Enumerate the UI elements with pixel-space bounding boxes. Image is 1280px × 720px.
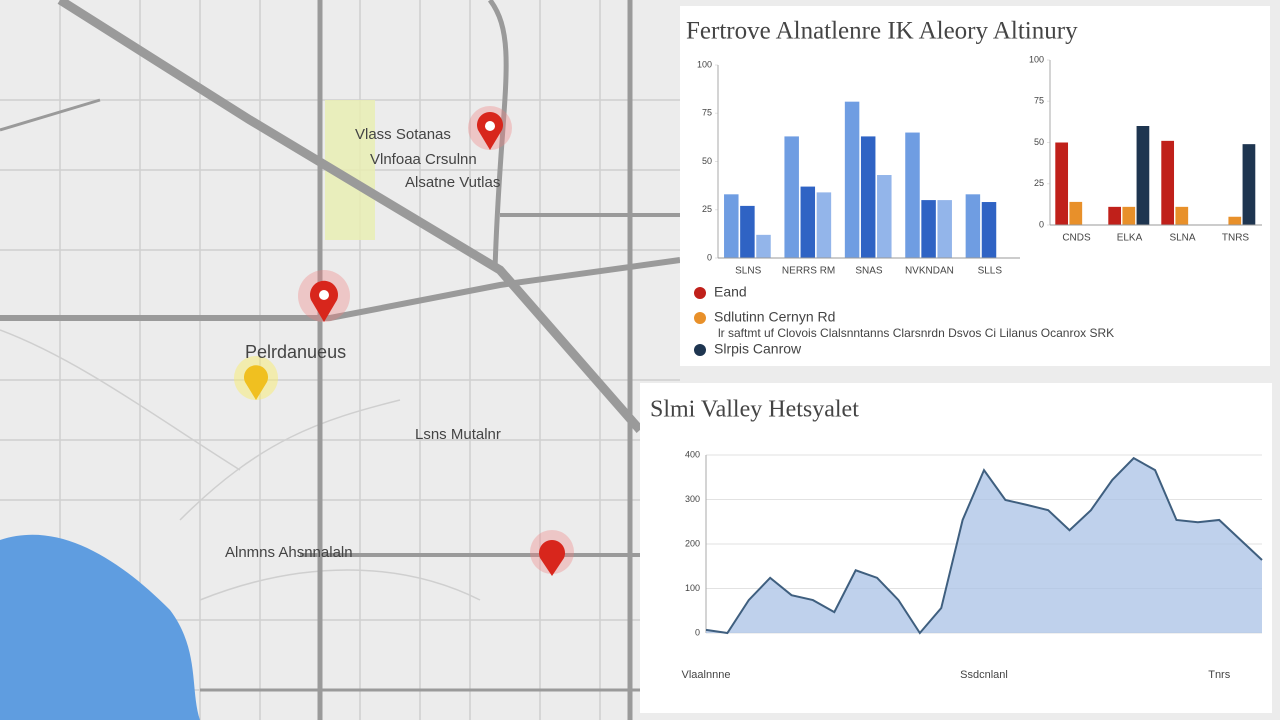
bar xyxy=(756,234,771,258)
map-label: Lsns Mutalnr xyxy=(415,426,501,443)
x-tick-label: SLNA xyxy=(1169,233,1195,244)
bar xyxy=(1108,206,1122,225)
map-labels: Vlass Sotanas Vlnfoaa Crsulnn Alsatne Vu… xyxy=(225,126,501,561)
x-tick-label: Vlaalnnne xyxy=(682,669,731,681)
legend-label: Slrpis Canrow xyxy=(714,341,802,357)
bar xyxy=(844,101,860,258)
bar xyxy=(965,194,981,258)
x-tick-label: ELKA xyxy=(1117,233,1143,244)
line xyxy=(705,456,1263,635)
y-tick-label: 0 xyxy=(1039,219,1044,229)
y-tick-label: 300 xyxy=(685,494,700,504)
y-tick-label: 100 xyxy=(697,59,712,69)
y-tick-label: 25 xyxy=(1034,178,1044,188)
panel-title: Fertrove Alnatlenre IK Aleory Altinury xyxy=(686,18,1078,45)
bar xyxy=(1175,206,1189,225)
map-label: Vlnfoaa Crsulnn xyxy=(370,151,477,168)
y-tick-label: 100 xyxy=(685,583,700,593)
y-tick-label: 100 xyxy=(1029,54,1044,64)
bar xyxy=(800,186,816,258)
map-label: Alnmns Ahsnnalaln xyxy=(225,544,353,561)
y-tick-label: 50 xyxy=(1034,137,1044,147)
x-tick-label: NERRS RM xyxy=(782,266,835,277)
bar xyxy=(1069,201,1083,225)
x-tick-label: NVKNDAN xyxy=(905,266,954,277)
panel-title: Slmi Valley Hetsyalet xyxy=(650,397,859,423)
pins xyxy=(234,106,574,576)
bar xyxy=(1122,206,1136,225)
charts: 0 25 50 75 100 SLNS NERRS RM SNAS NVKNDAN SLLS 0 25… xyxy=(682,54,1263,681)
bar xyxy=(937,200,952,258)
panel-note: lr saftmt uf Clovois Clalsnntanns Clarsn… xyxy=(718,326,1114,340)
bar xyxy=(1136,126,1150,225)
legend-label: Sdlutinn Cernyn Rd xyxy=(714,309,835,325)
x-tick-label: TNRS xyxy=(1222,233,1250,244)
y-tick-label: 25 xyxy=(702,204,712,214)
area xyxy=(706,458,1262,633)
map-label: Pelrdanueus xyxy=(245,342,346,362)
bar xyxy=(1055,142,1069,225)
bar xyxy=(860,136,876,258)
bar xyxy=(1242,144,1256,225)
bar xyxy=(816,192,832,258)
y-tick-label: 75 xyxy=(702,108,712,118)
y-tick-label: 400 xyxy=(685,449,700,459)
bar xyxy=(981,202,997,258)
y-tick-label: 200 xyxy=(685,538,700,548)
major-roads xyxy=(0,0,681,720)
x-tick-label: SLNS xyxy=(735,266,761,277)
park xyxy=(325,100,375,240)
bar xyxy=(905,132,920,258)
y-tick-label: 50 xyxy=(702,156,712,166)
bar xyxy=(1228,216,1242,225)
legend-swatch xyxy=(694,287,706,299)
bar xyxy=(740,205,755,258)
bar xyxy=(724,194,739,258)
water xyxy=(0,534,200,720)
x-tick-label: SNAS xyxy=(855,266,883,277)
legend-swatch xyxy=(694,312,706,324)
map-label: Alsatne Vutlas xyxy=(405,174,500,191)
x-tick-label: Ssdcnlanl xyxy=(960,669,1008,681)
bar xyxy=(877,175,892,258)
legend-label: Eand xyxy=(714,284,747,300)
map-label: Vlass Sotanas xyxy=(355,126,451,143)
x-tick-label: SLLS xyxy=(978,266,1003,277)
bar xyxy=(784,136,799,258)
y-tick-label: 0 xyxy=(695,627,700,637)
bar xyxy=(921,200,936,258)
legend-swatch xyxy=(694,344,706,356)
bar xyxy=(1161,140,1175,225)
y-tick-label: 75 xyxy=(1034,96,1044,106)
y-tick-label: 0 xyxy=(707,252,712,262)
x-tick-label: Tnrs xyxy=(1208,669,1231,681)
x-tick-label: CNDS xyxy=(1062,233,1091,244)
